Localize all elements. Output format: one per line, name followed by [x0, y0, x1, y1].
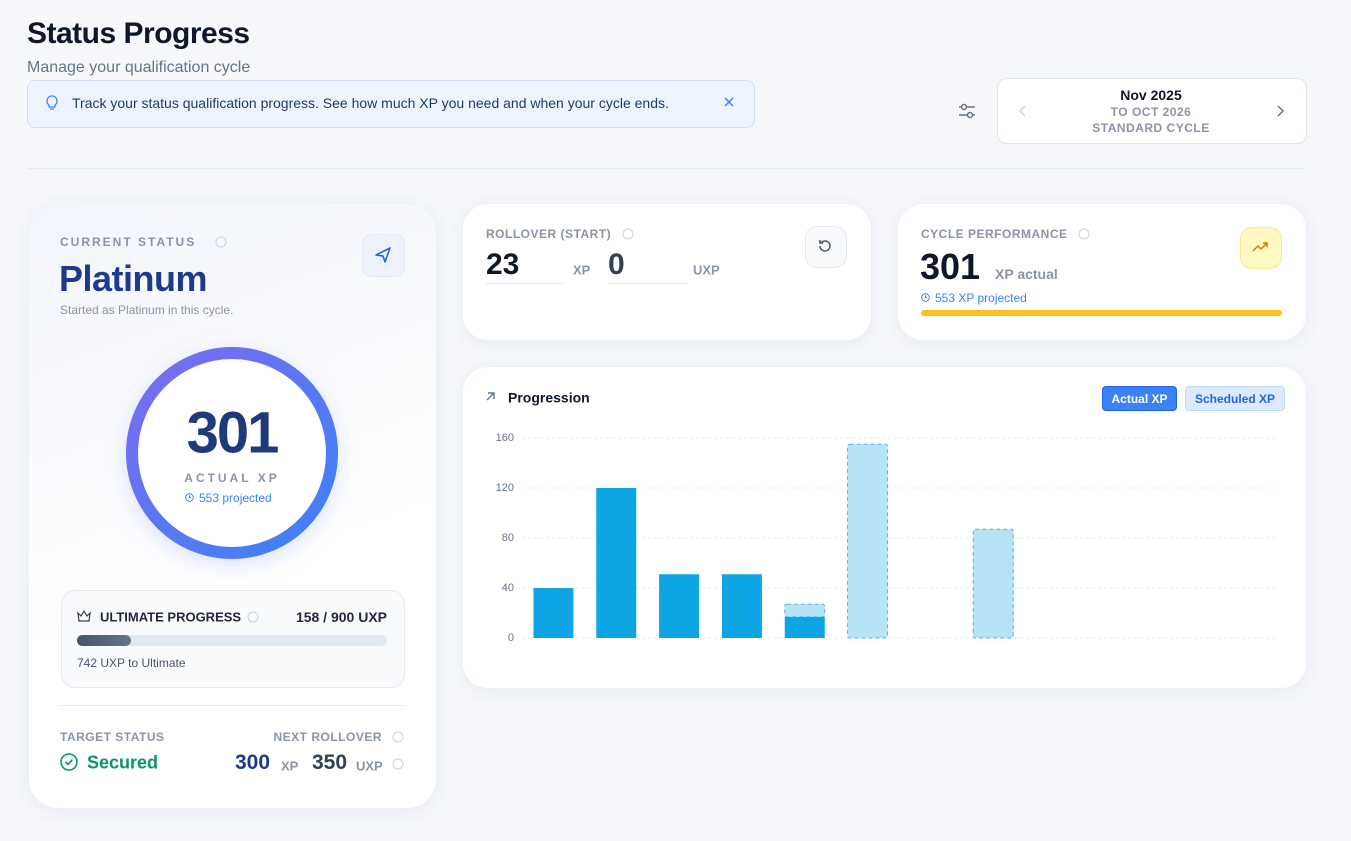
next-uxp: 350 [312, 751, 348, 774]
chart-icon [486, 392, 495, 401]
legend-scheduled[interactable]: Scheduled XP [1185, 386, 1285, 411]
divider [60, 705, 404, 706]
cycle-selector [997, 78, 1307, 144]
y-tick-label: 80 [502, 532, 514, 544]
performance-card [897, 203, 1307, 341]
rollover-label: NEXT ROLLOVER [273, 730, 382, 744]
divider [27, 168, 1305, 169]
rollover-uxp: 0 [608, 248, 625, 281]
y-tick-label: 0 [508, 632, 514, 644]
page-subtitle: Manage your qualification cycle [27, 59, 251, 76]
rollover-xp: 23 [486, 248, 520, 281]
info-icon[interactable] [392, 758, 404, 770]
performance-unit: XP actual [995, 266, 1058, 282]
next-cycle[interactable] [1277, 105, 1285, 117]
close-banner[interactable] [724, 97, 734, 107]
status-label: CURRENT STATUS [60, 235, 197, 249]
rollover-xp-unit: XP [573, 262, 591, 278]
ultimate-progress: 158 / 900 UXP [295, 609, 387, 625]
y-tick-label: 40 [502, 582, 514, 594]
crown-icon [77, 609, 91, 622]
bar [533, 588, 574, 638]
info-icon[interactable] [622, 228, 634, 240]
clock-icon [185, 493, 194, 502]
banner-text: Track your status qualification progress… [72, 95, 669, 111]
cycle-range: TO OCT 2026 [1110, 105, 1192, 119]
rollover-card [462, 203, 872, 341]
bar [784, 603, 826, 618]
bar [784, 616, 825, 638]
bar [721, 574, 762, 638]
page-title: Status Progress [27, 17, 250, 50]
ring-value: 301 [186, 400, 280, 466]
ring-projected: 553 projected [199, 491, 272, 505]
rollover-uxp-unit: UXP [693, 262, 720, 278]
plane-icon [375, 247, 391, 263]
performance-bar [921, 310, 1282, 316]
reset-button[interactable] [805, 226, 847, 268]
clock-icon [921, 293, 930, 302]
status-note: Started as Platinum in this cycle. [60, 303, 234, 317]
progress-fill [77, 635, 131, 646]
bulb-icon [46, 95, 58, 110]
performance-label: CYCLE PERFORMANCE [921, 227, 1068, 241]
status-name: Platinum [59, 258, 208, 299]
bar [972, 528, 1014, 639]
input-underline [608, 283, 688, 284]
y-tick-label: 120 [496, 482, 514, 494]
target-value: Secured [87, 752, 159, 773]
info-icon[interactable] [392, 731, 404, 743]
performance-value: 301 [920, 246, 981, 287]
xp-ring [126, 347, 338, 559]
chart-title: Progression [508, 390, 590, 406]
prev-cycle[interactable] [1018, 105, 1026, 117]
input-underline [486, 283, 565, 284]
cycle-month: Nov 2025 [1120, 87, 1182, 103]
next-xp-unit: XP [281, 758, 299, 774]
bar [596, 488, 637, 638]
next-xp: 300 [235, 751, 271, 774]
progress-track [77, 635, 387, 646]
check-icon [60, 753, 78, 771]
info-icon[interactable] [215, 236, 227, 248]
next-uxp-unit: UXP [356, 758, 383, 774]
chart: Progression 0 40 80 120 160 [486, 390, 1276, 644]
bar [847, 443, 889, 639]
y-tick-label: 160 [496, 432, 514, 444]
filter-button[interactable] [958, 102, 976, 120]
target-label: TARGET STATUS [60, 730, 165, 744]
ultimate-remaining: 742 UXP to Ultimate [77, 656, 186, 670]
reset-icon [819, 240, 831, 252]
ultimate-label: ULTIMATE PROGRESS [100, 609, 242, 625]
cycle-type: STANDARD CYCLE [1092, 121, 1210, 135]
info-icon[interactable] [1078, 228, 1090, 240]
bar [659, 574, 700, 638]
legend-actual[interactable]: Actual XP [1102, 386, 1177, 411]
rollover-label: ROLLOVER (START) [486, 227, 612, 241]
info-icon[interactable] [247, 611, 259, 623]
trend-icon [1252, 242, 1268, 252]
ring-label: ACTUAL XP [184, 471, 280, 485]
info-banner [27, 80, 755, 128]
performance-projected: 553 XP projected [935, 291, 1027, 305]
